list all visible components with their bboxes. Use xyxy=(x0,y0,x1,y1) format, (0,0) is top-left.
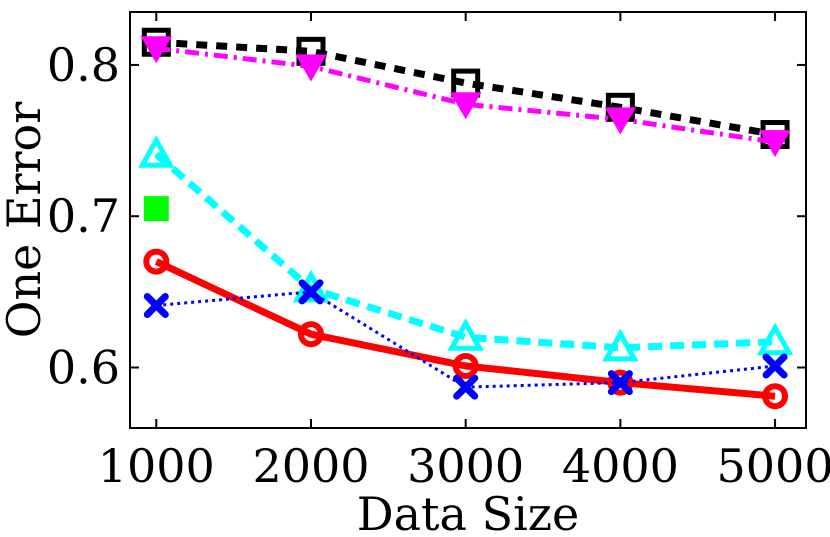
data-point-blue xyxy=(143,292,169,318)
series-line-cyan xyxy=(153,151,776,352)
data-point-red xyxy=(452,352,479,379)
x-tick-label: 4000 xyxy=(562,439,679,493)
x-axis-label: Data Size xyxy=(357,487,580,537)
data-point-blue xyxy=(298,279,324,305)
y-tick-label: 0.6 xyxy=(47,340,120,394)
series-line-black xyxy=(156,38,776,138)
series-black xyxy=(141,27,790,150)
y-axis-label: One Error xyxy=(0,102,51,338)
series-green xyxy=(143,196,169,222)
data-point-blue xyxy=(762,353,788,379)
data-point-red xyxy=(762,383,789,410)
data-point-blue xyxy=(453,374,479,400)
data-point-blue xyxy=(607,370,633,396)
x-tick-label: 1000 xyxy=(98,439,215,493)
x-tick-label: 5000 xyxy=(717,439,830,493)
ticks-layer: 1000 2000 3000 4000 5000 0.6 0.7 0.8 xyxy=(47,12,830,493)
data-point-magenta xyxy=(449,92,482,120)
series-magenta xyxy=(140,36,791,158)
series-blue xyxy=(143,279,788,400)
data-point-magenta xyxy=(604,107,637,135)
series-layer xyxy=(138,27,794,410)
series-line-red xyxy=(154,258,776,400)
y-tick-label: 0.7 xyxy=(47,189,120,243)
data-point-cyan xyxy=(602,328,639,362)
series-line-magenta xyxy=(156,45,776,145)
data-point-cyan xyxy=(138,135,175,168)
data-point-cyan xyxy=(756,322,794,356)
data-point-cyan xyxy=(447,318,484,351)
x-tick-label: 2000 xyxy=(252,439,369,493)
y-tick-label: 0.8 xyxy=(47,38,120,92)
data-point-magenta xyxy=(759,130,791,158)
plot-frame xyxy=(129,11,807,429)
data-point-red xyxy=(143,248,170,275)
data-point-green xyxy=(143,196,169,222)
data-point-magenta xyxy=(140,36,173,64)
data-point-red xyxy=(297,321,324,348)
x-tick-label: 3000 xyxy=(407,439,524,493)
series-red xyxy=(143,248,789,410)
data-point-magenta xyxy=(295,54,327,82)
series-cyan xyxy=(138,135,794,362)
data-point-red xyxy=(607,369,634,396)
